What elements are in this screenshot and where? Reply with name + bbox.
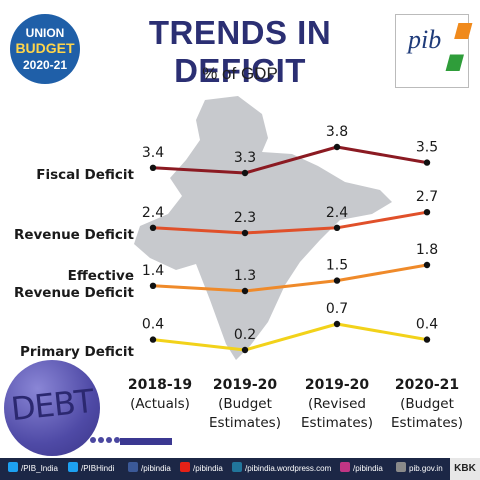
x-tick-label: Estimates) [301, 415, 373, 431]
data-label: 1.5 [326, 258, 348, 274]
series-label: Revenue Deficit [14, 285, 135, 301]
badge-line-2: BUDGET [15, 40, 75, 56]
deficit-chart: Fiscal Deficit 3.4 3.3 3.8 3.5 Revenue Defici… [14, 96, 463, 431]
twitter-link[interactable]: /PIB_India [8, 462, 58, 476]
facebook-link[interactable]: /pibindia [128, 462, 171, 476]
x-tick-label: 2018-19 [128, 377, 192, 393]
data-point [423, 209, 431, 216]
twitter-handle: /PIB_India [21, 464, 58, 473]
series-fiscal-deficit: Fiscal Deficit 3.4 3.3 3.8 3.5 [36, 124, 438, 183]
data-point [149, 224, 157, 231]
facebook-handle: /pibindia [141, 464, 171, 473]
data-point [241, 229, 249, 237]
debt-text: DEBT [9, 381, 95, 429]
wordpress-icon [232, 462, 242, 472]
series-line [152, 210, 428, 235]
x-tick-label: (Budget [218, 396, 272, 412]
debt-ball-illustration: DEBT [4, 360, 100, 456]
instagram-link[interactable]: /pibindia [340, 462, 383, 476]
website-url: pib.gov.in [409, 464, 443, 473]
globe-icon [396, 462, 406, 472]
data-point [241, 287, 249, 295]
data-point [333, 277, 341, 284]
data-label: 2.3 [234, 210, 256, 226]
x-tick-label: Estimates) [391, 415, 463, 431]
data-label: 2.4 [326, 205, 348, 221]
blog-handle: /pibindia.wordpress.com [245, 464, 332, 473]
data-label: 2.7 [416, 189, 438, 205]
pib-logo: pib [395, 14, 473, 88]
data-label: 0.4 [416, 317, 438, 333]
x-tick-label: (Actuals) [130, 396, 190, 412]
chain-bar [120, 438, 172, 445]
data-label: 3.3 [234, 150, 256, 166]
data-point [149, 336, 157, 343]
pib-logo-text: pib [408, 25, 442, 54]
data-point [423, 159, 431, 166]
data-point [423, 336, 431, 343]
page-title: TRENDS IN DEFICIT [148, 14, 332, 89]
series-primary-deficit: Primary Deficit 0.4 0.2 0.7 0.4 [20, 301, 438, 360]
footer-social-bar: /PIB_India /PIBHindi /pibindia /pibindia… [0, 458, 480, 480]
data-label: 0.4 [142, 317, 164, 333]
data-point [149, 164, 157, 171]
series-label: Fiscal Deficit [36, 167, 134, 183]
youtube-icon [180, 462, 190, 472]
data-label: 3.4 [142, 145, 164, 161]
data-label: 3.5 [416, 140, 438, 156]
union-budget-badge: UNION BUDGET 2020-21 [10, 14, 80, 84]
data-point [423, 261, 431, 269]
chain-icon [90, 436, 176, 444]
x-tick-label: 2020-21 [395, 377, 459, 393]
kbk-mark: KBK [450, 458, 480, 480]
x-tick-label: Estimates) [209, 415, 281, 431]
tricolor-strip [445, 23, 473, 71]
data-point [333, 320, 341, 328]
data-point [333, 224, 341, 231]
data-label: 1.3 [234, 268, 256, 284]
instagram-handle: /pibindia [353, 464, 383, 473]
series-label: Primary Deficit [20, 344, 135, 360]
x-tick-label: 2019-20 [305, 377, 370, 393]
blog-link[interactable]: /pibindia.wordpress.com [232, 462, 331, 476]
india-map [134, 96, 392, 360]
data-point [241, 346, 249, 354]
data-point [241, 169, 249, 177]
instagram-icon [340, 462, 350, 472]
website-link[interactable]: pib.gov.in [396, 462, 443, 476]
data-label: 3.8 [326, 124, 348, 140]
series-revenue-deficit: Revenue Deficit 2.4 2.3 2.4 2.7 [14, 189, 438, 243]
data-label: 2.4 [142, 205, 164, 221]
twitter-icon [68, 462, 78, 472]
series-line [152, 263, 428, 293]
data-point [149, 282, 157, 289]
data-label: 1.8 [416, 242, 438, 258]
facebook-icon [128, 462, 138, 472]
youtube-link[interactable]: /pibindia [180, 462, 223, 476]
x-tick-label: 2019-20 [213, 377, 278, 393]
series-line [152, 322, 428, 352]
youtube-handle: /pibindia [193, 464, 223, 473]
twitter-icon [8, 462, 18, 472]
series-line [152, 145, 428, 175]
twitter-hindi-link[interactable]: /PIBHindi [68, 462, 114, 476]
badge-line-1: UNION [25, 26, 65, 40]
data-label: 0.2 [234, 327, 256, 343]
data-label: 1.4 [142, 263, 164, 279]
series-label: Revenue Deficit [14, 227, 135, 243]
x-tick-label: (Revised [308, 396, 366, 412]
twitter-hindi-handle: /PIBHindi [81, 464, 115, 473]
series-label: Effective [68, 268, 134, 284]
badge-line-3: 2020-21 [22, 58, 68, 72]
data-label: 0.7 [326, 301, 348, 317]
data-point [333, 143, 341, 151]
page-subtitle: % of GDP [202, 64, 278, 83]
x-tick-label: (Budget [400, 396, 454, 412]
